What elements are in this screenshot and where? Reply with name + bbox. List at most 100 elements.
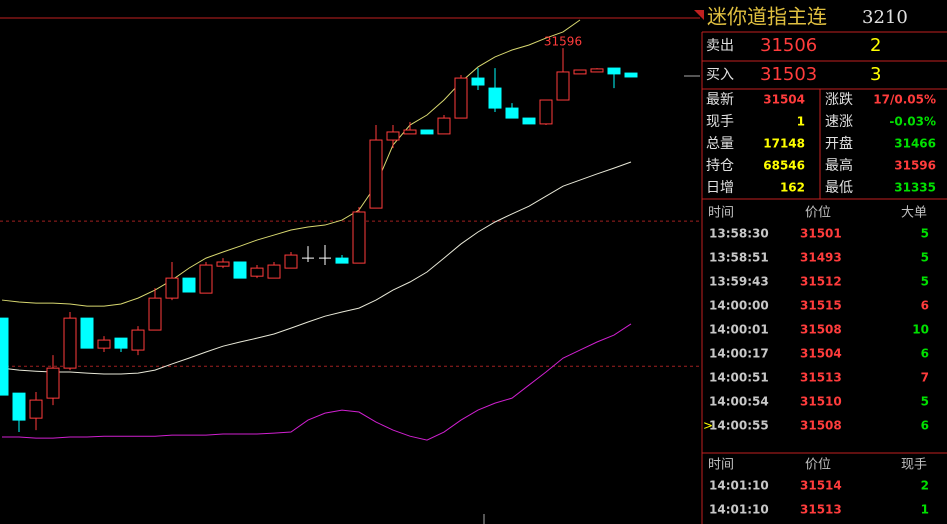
- panel-title: 迷你道指主连: [707, 5, 827, 29]
- panel-code: 3210: [862, 7, 908, 28]
- candle-body: [63, 317, 77, 369]
- row-time: 14:00:51: [709, 371, 769, 385]
- stat-value: 31596: [894, 159, 936, 173]
- panel-borders: [701, 31, 947, 524]
- table-header: 价位: [805, 458, 831, 473]
- candle-body: [131, 329, 145, 351]
- stat-value: 68546: [763, 159, 805, 173]
- row-price: 31512: [800, 275, 842, 289]
- candle-body: [607, 67, 621, 75]
- candle-body: [403, 129, 417, 135]
- row-price: 31508: [800, 323, 842, 337]
- candle-body: [80, 317, 94, 349]
- candle-body: [284, 254, 298, 269]
- row-time: 14:00:54: [709, 395, 769, 409]
- stat-value: 31504: [763, 93, 805, 107]
- stat-label: 总量: [706, 136, 734, 152]
- candle-body: [0, 317, 9, 396]
- stat-value: 17/0.05%: [873, 93, 936, 107]
- candle-body: [352, 211, 366, 264]
- row-price: 31515: [800, 299, 842, 313]
- candle-body: [199, 264, 213, 294]
- stat-label: 开盘: [825, 135, 853, 152]
- candle-body: [369, 139, 383, 209]
- candle-body: [267, 264, 281, 279]
- row-volume: 10: [912, 323, 929, 337]
- stat-value: 1: [797, 115, 805, 129]
- row-time: 14:01:10: [709, 503, 769, 517]
- row-price: 31510: [800, 395, 842, 409]
- table-header: 时间: [708, 458, 734, 473]
- row-price: 31508: [800, 419, 842, 433]
- row-time: 14:00:00: [709, 299, 769, 313]
- candle-body: [148, 297, 162, 331]
- row-volume: 5: [921, 251, 929, 265]
- table-header: 现手: [901, 458, 927, 473]
- quote-price: 31503: [760, 64, 817, 85]
- candle-body: [522, 117, 536, 125]
- row-price: 31493: [800, 251, 842, 265]
- row-volume: 6: [921, 419, 929, 433]
- candle-body: [182, 277, 196, 293]
- candle-body: [12, 392, 26, 421]
- stat-value: 31335: [894, 181, 936, 195]
- stat-label: 日增: [706, 180, 734, 196]
- table-header: 时间: [708, 206, 734, 221]
- quote-price: 31506: [760, 35, 817, 56]
- quote-label: 买入: [706, 67, 734, 83]
- quote-volume: 2: [870, 35, 881, 56]
- stat-value: 17148: [763, 137, 805, 151]
- table-header: 大单: [901, 206, 927, 221]
- stat-label: 最高: [825, 157, 853, 174]
- stat-label: 持仓: [706, 158, 734, 174]
- stat-label: 速涨: [825, 114, 853, 130]
- candle-body: [420, 129, 434, 135]
- candle-body: [29, 399, 43, 419]
- row-cursor: >: [703, 419, 713, 433]
- indicator-line: [1, 161, 632, 375]
- stat-label: 现手: [706, 114, 734, 130]
- indicator-line: [2, 323, 632, 441]
- candle-body: [437, 117, 451, 135]
- table-header: 价位: [805, 206, 831, 221]
- stat-value: -0.03%: [889, 115, 936, 129]
- row-volume: 6: [921, 299, 929, 313]
- row-volume: 5: [921, 395, 929, 409]
- candle-body: [556, 71, 570, 101]
- stat-value: 162: [780, 181, 805, 195]
- row-time: 14:00:17: [709, 347, 769, 361]
- candle-body: [250, 267, 264, 277]
- candle-body: [590, 68, 604, 73]
- row-volume: 5: [921, 227, 929, 241]
- row-time: 13:58:30: [709, 227, 769, 241]
- row-time: 13:59:43: [709, 275, 769, 289]
- candle-body: [505, 107, 519, 119]
- candle-body: [471, 77, 485, 86]
- quote-label: 卖出: [706, 38, 734, 54]
- candle-body: [216, 261, 230, 267]
- row-time: 13:58:51: [709, 251, 769, 265]
- row-time: 14:00:55: [709, 419, 769, 433]
- row-price: 31513: [800, 503, 842, 517]
- candle-body: [386, 131, 400, 141]
- candle-body: [233, 261, 247, 279]
- candle-body: [165, 277, 179, 299]
- candle-body: [454, 77, 468, 119]
- row-volume: 7: [921, 371, 929, 385]
- row-volume: 5: [921, 275, 929, 289]
- row-price: 31504: [800, 347, 842, 361]
- candle-body: [335, 257, 349, 264]
- high-label: 31596: [544, 35, 582, 49]
- candle-body: [46, 367, 60, 399]
- candle-body: [488, 87, 502, 109]
- candle-body: [539, 99, 553, 125]
- row-time: 14:01:10: [709, 479, 769, 493]
- stat-label: 最新: [706, 92, 734, 108]
- candle-body: [97, 339, 111, 349]
- row-volume: 1: [921, 503, 929, 517]
- row-price: 31514: [800, 479, 842, 493]
- candle-body: [573, 69, 587, 75]
- stat-label: 最低: [825, 180, 853, 196]
